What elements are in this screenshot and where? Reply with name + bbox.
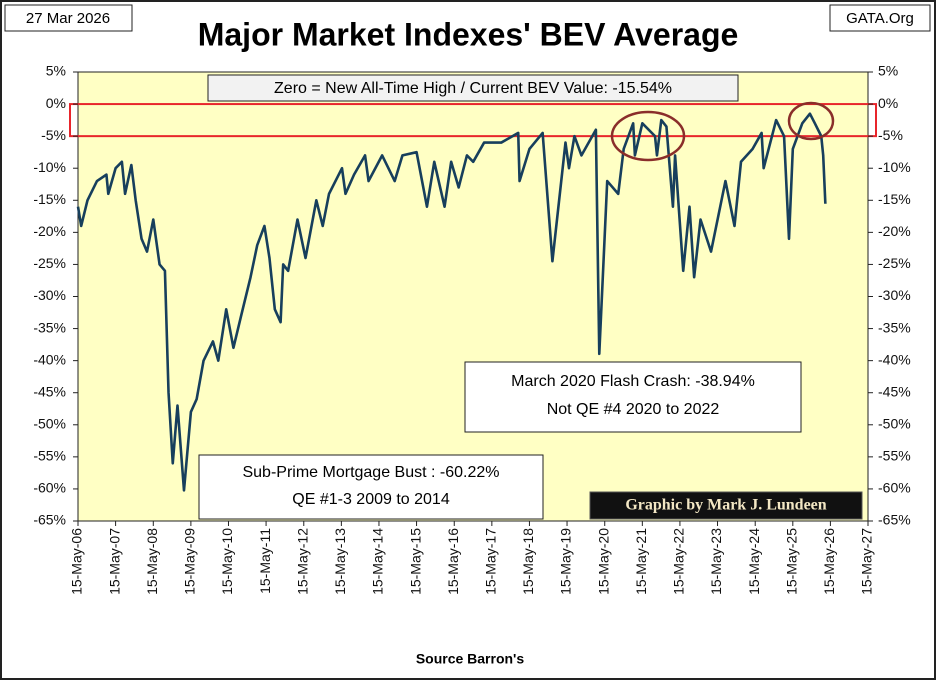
y-tick-label: -5% — [41, 127, 66, 143]
x-tick-label: 15-May-25 — [784, 528, 800, 595]
y2-tick-label: -60% — [878, 480, 911, 496]
x-tick-label: 15-May-16 — [445, 528, 461, 595]
source-site: GATA.Org — [846, 10, 914, 27]
annotation: March 2020 Flash Crash: -38.94% — [511, 373, 755, 390]
x-tick-label: 15-May-09 — [182, 528, 198, 595]
highlight-ellipse — [787, 101, 835, 141]
data-line — [76, 112, 827, 492]
y2-tick-label: -10% — [878, 159, 911, 175]
x-tick-label: 15-May-18 — [520, 528, 536, 595]
y2-tick-label: -45% — [878, 383, 911, 399]
y-tick-label: -60% — [33, 480, 66, 496]
annotation: Zero = New All-Time High / Current BEV V… — [274, 80, 672, 97]
y-tick-label: -20% — [33, 223, 66, 239]
x-tick-label: 15-May-07 — [106, 528, 122, 595]
x-tick-label: 15-May-19 — [558, 528, 574, 595]
date-stamp: 27 Mar 2026 — [26, 10, 110, 27]
y-tick-label: -10% — [33, 159, 66, 175]
annotation: QE #1-3 2009 to 2014 — [292, 491, 450, 508]
site-box — [829, 4, 931, 32]
y2-tick-label: -65% — [878, 512, 911, 528]
x-tick-label: 15-May-11 — [257, 528, 273, 594]
x-tick-label: 15-May-23 — [708, 528, 724, 595]
y2-tick-label: -25% — [878, 255, 911, 271]
highlight-ellipse — [610, 110, 686, 162]
annotation: Sub-Prime Mortgage Bust : -60.22% — [242, 464, 499, 481]
y2-tick-label: -20% — [878, 223, 911, 239]
y2-tick-label: 5% — [878, 63, 898, 79]
y2-tick-label: -30% — [878, 287, 911, 303]
x-tick-label: 15-May-17 — [483, 528, 499, 595]
highlight-band — [69, 103, 877, 138]
x-tick-label: 15-May-13 — [332, 528, 348, 595]
y2-tick-label: 0% — [878, 95, 898, 111]
y-tick-label: 5% — [46, 63, 66, 79]
y-tick-label: -30% — [33, 287, 66, 303]
x-tick-label: 15-May-24 — [746, 528, 762, 595]
y-tick-label: -50% — [33, 415, 66, 431]
x-tick-label: 15-May-20 — [595, 528, 611, 595]
x-tick-label: 15-May-10 — [219, 528, 235, 595]
y-tick-label: -65% — [33, 512, 66, 528]
x-tick-label: 15-May-06 — [69, 528, 85, 595]
x-tick-label: 15-May-21 — [633, 528, 649, 595]
annotation-box — [198, 454, 544, 520]
y-tick-label: -15% — [33, 191, 66, 207]
y2-tick-label: -55% — [878, 448, 911, 464]
x-tick-label: 15-May-08 — [144, 528, 160, 595]
y-tick-label: -35% — [33, 319, 66, 335]
y-tick-label: -45% — [33, 383, 66, 399]
annotation-box — [464, 361, 802, 433]
credit: Graphic by Mark J. Lundeen — [625, 497, 826, 514]
x-tick-label: 15-May-26 — [821, 528, 837, 595]
x-tick-label: 15-May-14 — [370, 528, 386, 595]
date-box — [4, 4, 133, 32]
x-tick-label: 15-May-27 — [859, 528, 875, 595]
x-axis-label: Source Barron's — [416, 651, 525, 667]
y2-tick-label: -15% — [878, 191, 911, 207]
plot-area — [77, 71, 869, 522]
x-tick-label: 15-May-22 — [671, 528, 687, 595]
x-tick-label: 15-May-12 — [294, 528, 310, 595]
y-tick-label: -25% — [33, 255, 66, 271]
y2-tick-label: -40% — [878, 351, 911, 367]
credit-box — [589, 491, 863, 520]
y-tick-label: 0% — [46, 95, 66, 111]
y-tick-label: -40% — [33, 351, 66, 367]
y-tick-label: -55% — [33, 448, 66, 464]
y2-tick-label: -35% — [878, 319, 911, 335]
chart-title: Major Market Indexes' BEV Average — [198, 16, 739, 52]
y2-tick-label: -5% — [878, 127, 903, 143]
annotation-box — [207, 74, 739, 102]
x-tick-label: 15-May-15 — [407, 528, 423, 595]
annotation: Not QE #4 2020 to 2022 — [547, 401, 720, 418]
marks — [69, 103, 877, 492]
y2-tick-label: -50% — [878, 415, 911, 431]
